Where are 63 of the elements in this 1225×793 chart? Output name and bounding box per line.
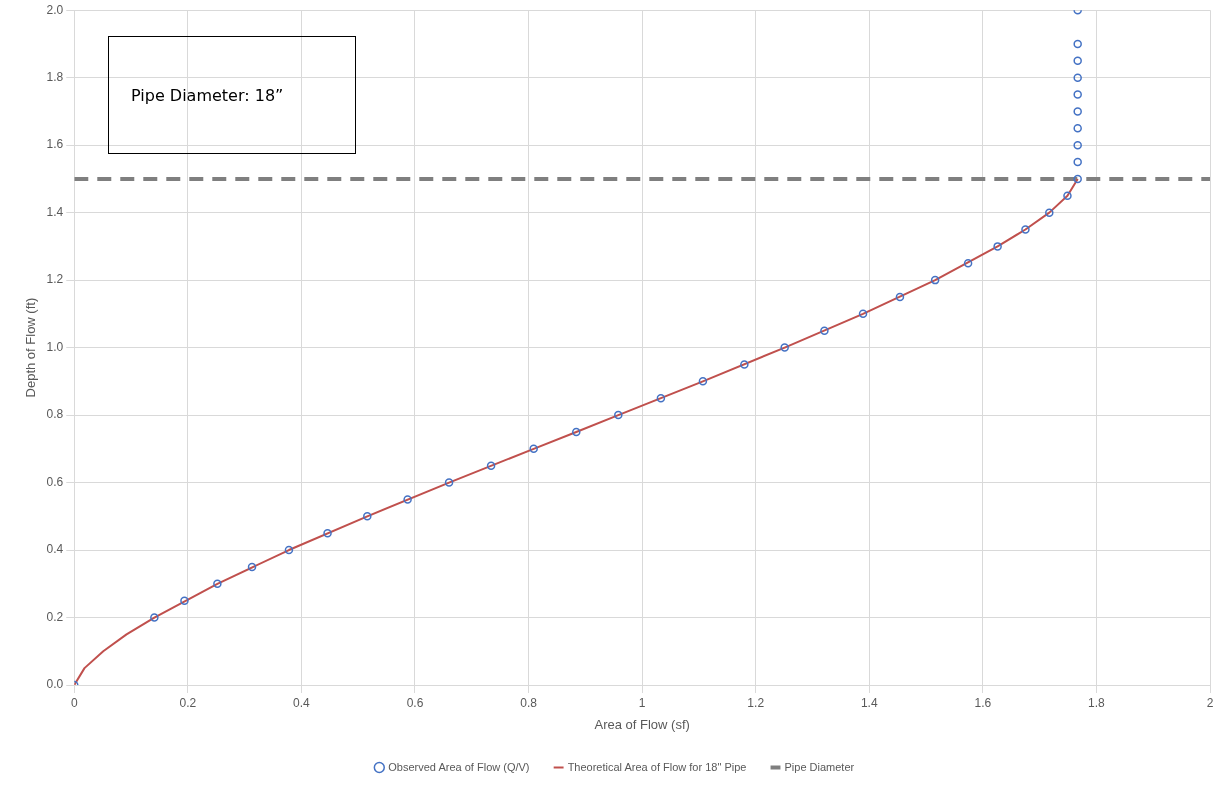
point: [213, 579, 222, 589]
y-tick-label: 2.0: [46, 2, 64, 17]
point: [963, 259, 973, 268]
point: [403, 495, 412, 504]
x-tick-label: 0.8: [520, 695, 538, 710]
x-tick-label: 1.8: [1088, 695, 1106, 710]
x-tick-label: 1.4: [860, 695, 878, 710]
point: [363, 512, 372, 521]
point: [1063, 191, 1072, 201]
x-tick-label: 0.2: [179, 695, 197, 710]
point: [247, 562, 257, 572]
point: [1073, 90, 1082, 99]
point: [1073, 140, 1082, 150]
point: [1073, 157, 1082, 167]
y-tick-label: 1.0: [46, 339, 64, 354]
x-tick-label: 1.2: [747, 695, 765, 710]
legend-label: Observed Area of Flow (Q/V): [388, 760, 530, 773]
point: [930, 275, 940, 285]
point: [656, 393, 666, 403]
y-tick-label: 1.4: [46, 204, 64, 219]
point: [1045, 208, 1054, 217]
point: [895, 292, 905, 302]
y-tick-label: 0.4: [46, 542, 64, 557]
point: [993, 242, 1002, 251]
point: [529, 444, 538, 454]
y-axis-title: Depth of Flow (ft): [23, 297, 39, 398]
x-tick-label: 1: [638, 695, 646, 710]
point: [1073, 73, 1082, 82]
y-tick-label: 1.2: [46, 272, 64, 287]
point: [1021, 225, 1030, 234]
x-tick-label: 0.4: [293, 695, 311, 710]
point: [1073, 107, 1082, 116]
point: [698, 377, 708, 386]
x-tick-label: 0: [70, 695, 78, 710]
point: [486, 461, 496, 470]
x-axis-title: Area of Flow (sf): [594, 716, 690, 732]
y-tick-label: 1.6: [46, 137, 64, 152]
y-tick-label: 0.2: [46, 609, 64, 624]
point: [858, 309, 868, 319]
point: [740, 360, 749, 369]
point: [1073, 124, 1082, 133]
y-tick-label: 1.8: [46, 69, 64, 84]
point: [284, 545, 294, 555]
x-tick-label: 1.6: [974, 695, 992, 710]
point: [1073, 56, 1082, 66]
y-tick-label: 0.8: [46, 407, 64, 422]
point: [444, 478, 454, 487]
x-tick-label: 0.6: [406, 695, 424, 710]
legend-label: Theoretical Area of Flow for 18" Pipe: [567, 760, 747, 773]
point: [780, 343, 789, 352]
point: [572, 427, 581, 437]
point: [820, 326, 829, 335]
point: [1073, 39, 1082, 49]
text-box: Pipe Diameter: 18”: [108, 36, 356, 154]
y-tick-label: 0.0: [46, 677, 64, 692]
point: [323, 528, 332, 538]
legend-label: Pipe Diameter: [784, 760, 855, 773]
point: [180, 596, 189, 605]
point: [150, 613, 159, 622]
x-tick-label: 2: [1206, 695, 1214, 710]
point: [1073, 174, 1082, 184]
point: [614, 410, 623, 420]
y-tick-label: 0.6: [46, 474, 64, 489]
